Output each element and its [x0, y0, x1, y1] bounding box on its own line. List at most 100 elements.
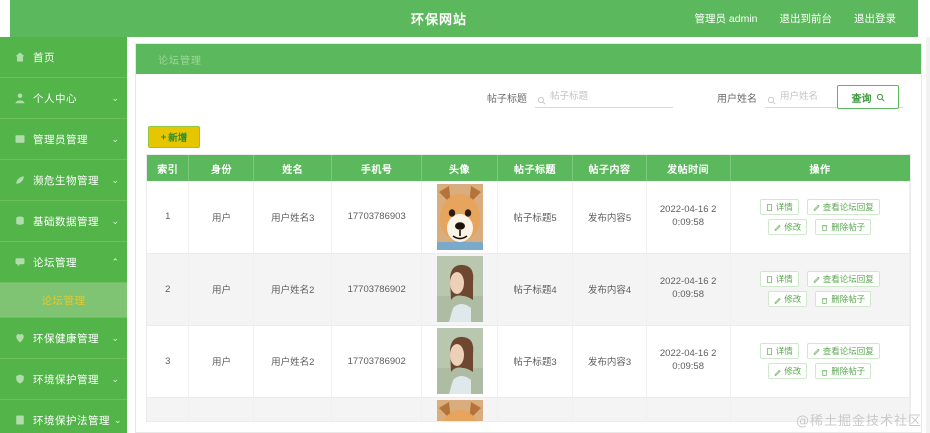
- filter-post-title-label: 帖子标题: [487, 93, 527, 105]
- table-row[interactable]: 2 用户 用户姓名2 17703786902: [147, 253, 910, 326]
- admin-role-label: 管理员 admin: [694, 11, 757, 26]
- sidebar-item-personal-center[interactable]: 个人中心 ⌄: [0, 78, 127, 119]
- cell-post-title: [497, 397, 574, 421]
- view-reply-button-label: 查看论坛回复: [822, 201, 874, 212]
- table-row[interactable]: 1 用户 用户姓名3 17703786903: [147, 181, 910, 254]
- main-content: 论坛管理 帖子标题 用户姓名: [127, 37, 930, 433]
- edit-button-label: 修改: [784, 221, 802, 232]
- header-content: 环保网站 管理员 admin 退出到前台 退出登录: [10, 0, 918, 37]
- vertical-scrollbar[interactable]: [926, 37, 930, 433]
- cell-phone: 17703786902: [331, 325, 423, 398]
- chevron-down-icon: ⌄: [111, 133, 119, 144]
- law-icon: [14, 414, 26, 426]
- toolbar: + 新增: [136, 120, 921, 154]
- trash-icon: [821, 296, 828, 304]
- sidebar-item-basic-data[interactable]: 基础数据管理 ⌄: [0, 201, 127, 242]
- cell-name: 用户姓名3: [253, 181, 333, 254]
- query-button-label: 查询: [851, 93, 872, 105]
- view-reply-button-label: 查看论坛回复: [822, 273, 874, 284]
- reply-icon: [813, 347, 820, 356]
- sidebar-item-admin-manage[interactable]: 管理员管理 ⌄: [0, 119, 127, 160]
- leaf-icon: [14, 174, 26, 186]
- cell-post-time: 2022-04-16 2 0:09:58: [646, 253, 731, 326]
- search-icon: [767, 92, 776, 105]
- detail-button[interactable]: 详情: [759, 270, 799, 287]
- query-button[interactable]: 查询: [837, 85, 899, 109]
- delete-button[interactable]: 删除帖子: [815, 218, 872, 235]
- add-button[interactable]: + 新增: [148, 126, 200, 148]
- cell-identity: 用户: [188, 181, 255, 254]
- sidebar-subitem-forum-manage[interactable]: 论坛管理: [0, 283, 127, 318]
- content-panel: 论坛管理 帖子标题 用户姓名: [135, 43, 922, 433]
- delete-button[interactable]: 删除帖子: [815, 363, 872, 380]
- edit-button[interactable]: 修改: [768, 363, 808, 380]
- detail-button[interactable]: 详情: [759, 198, 799, 215]
- cell-post-content: 发布内容5: [572, 181, 647, 254]
- admin-username: admin: [728, 13, 758, 25]
- sidebar-label-admin-manage: 管理员管理: [33, 133, 88, 146]
- edit-button[interactable]: 修改: [768, 291, 808, 308]
- trash-icon: [821, 368, 828, 376]
- trash-icon: [821, 223, 828, 232]
- sidebar-item-eco-health[interactable]: 环保健康管理 ⌄: [0, 318, 127, 359]
- detail-button[interactable]: 详情: [759, 342, 799, 359]
- search-icon: [537, 92, 546, 105]
- exit-to-front-link[interactable]: 退出到前台: [779, 13, 833, 25]
- sidebar-item-env-law[interactable]: 环境保护法管理 ⌄: [0, 400, 127, 433]
- database-icon: [14, 215, 26, 227]
- cell-post-title: 帖子标题4: [497, 253, 574, 326]
- chevron-down-icon: ⌄: [111, 92, 119, 103]
- header-right-spacer: [918, 0, 930, 37]
- woman-avatar-icon: [436, 328, 483, 394]
- sidebar-label-env-protection: 环境保护管理: [33, 373, 99, 386]
- cell-post-content: [572, 397, 647, 421]
- sidebar-label-home: 首页: [33, 51, 55, 64]
- cell-index: 2: [147, 253, 190, 326]
- sidebar-item-endangered-species[interactable]: 濒危生物管理 ⌄: [0, 160, 127, 201]
- view-reply-button-label: 查看论坛回复: [822, 345, 874, 356]
- sidebar-item-forum-manage[interactable]: 论坛管理 ⌃: [0, 242, 127, 283]
- sidebar-nav: 首页 个人中心 ⌄ 管理员管理 ⌄ 濒危生物管理 ⌄: [0, 37, 127, 433]
- chevron-down-icon: ⌄: [111, 215, 119, 226]
- view-reply-button[interactable]: 查看论坛回复: [806, 342, 880, 359]
- post-title-input[interactable]: [550, 91, 673, 102]
- sidebar-label-endangered-species: 濒危生物管理: [33, 174, 99, 187]
- cell-post-time: 2022-04-16 2 0:09:58: [646, 325, 731, 398]
- cell-identity: 用户: [188, 253, 255, 326]
- view-reply-button[interactable]: 查看论坛回复: [806, 198, 880, 215]
- sidebar-label-eco-health: 环保健康管理: [33, 332, 99, 345]
- woman-avatar-icon: [436, 256, 483, 322]
- top-header-bar: 环保网站 管理员 admin 退出到前台 退出登录: [0, 0, 930, 37]
- pencil-icon: [774, 296, 781, 304]
- breadcrumb-text: 论坛管理: [158, 55, 202, 67]
- sidebar-item-env-protection[interactable]: 环境保护管理 ⌄: [0, 359, 127, 400]
- cell-phone: [331, 397, 423, 421]
- cell-post-content: 发布内容3: [572, 325, 647, 398]
- post-time-line2: 0:09:58: [672, 289, 704, 300]
- sidebar-item-home[interactable]: 首页: [0, 37, 127, 78]
- dog-avatar-icon: [436, 183, 483, 250]
- delete-button[interactable]: 删除帖子: [815, 291, 872, 308]
- header-user-actions: 管理员 admin 退出到前台 退出登录: [694, 11, 896, 26]
- edit-button[interactable]: 修改: [768, 218, 808, 235]
- breadcrumb: 论坛管理: [136, 44, 921, 74]
- cell-post-content: 发布内容4: [572, 253, 647, 326]
- post-title-input-wrap[interactable]: [535, 87, 673, 108]
- post-time-line1: 2022-04-16 2: [659, 203, 717, 215]
- cell-post-time: 2022-04-16 2 0:09:58: [646, 181, 731, 254]
- logout-link[interactable]: 退出登录: [854, 13, 896, 25]
- document-icon: [766, 275, 773, 284]
- row-operations: 详情 查看论坛回复 修改: [733, 270, 907, 308]
- sidebar-sublabel-forum-manage: 论坛管理: [41, 294, 86, 307]
- detail-button-label: 详情: [775, 345, 793, 356]
- table-header-row: 索引 身份 姓名 手机号 头像 帖子标题 帖子内容 发帖时间 操作: [147, 155, 910, 181]
- table-row[interactable]: 3 用户 用户姓名2 17703786902: [147, 325, 910, 398]
- document-icon: [766, 203, 773, 212]
- col-post-title: 帖子标题: [497, 155, 574, 181]
- filter-post-title: 帖子标题: [487, 87, 673, 108]
- view-reply-button[interactable]: 查看论坛回复: [806, 270, 880, 287]
- row-operations: 详情 查看论坛回复 修改: [733, 198, 907, 235]
- col-post-time: 发帖时间: [646, 155, 731, 181]
- table-row[interactable]: 4 用户: [147, 397, 910, 421]
